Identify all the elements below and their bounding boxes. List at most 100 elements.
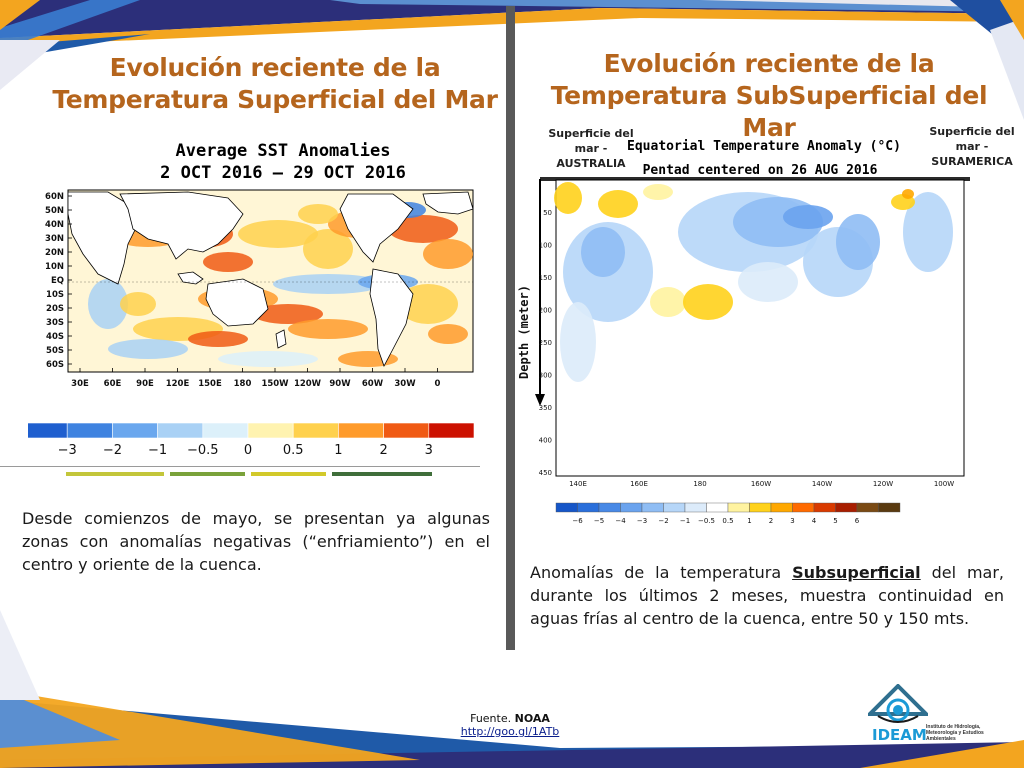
sst-y-tick-label: 10N (45, 262, 64, 272)
sub-chart-title: Equatorial Temperature Anomaly (°C) (627, 139, 901, 154)
sub-colorbar-swatch (641, 502, 664, 513)
sub-colorbar-swatch (577, 502, 600, 513)
ideam-logo-text: Instituto de Hidrología, Meteorología y … (926, 724, 984, 742)
sst-anomaly-patch (120, 292, 156, 316)
sst-colorbar-swatch (292, 422, 339, 439)
sub-x-tick-label: 160W (751, 480, 771, 488)
sub-colorbar-swatch (663, 502, 686, 513)
sub-x-ticks: 140E 160E 180 160W 140W 120W 100W (569, 480, 954, 488)
right-title: Evolución reciente de la Temperatura Sub… (528, 48, 1010, 144)
sst-anomaly-patch (253, 304, 323, 324)
right-title-line1: Evolución reciente de la (603, 49, 935, 78)
sub-x-tick-label: 140W (812, 480, 832, 488)
sub-colorbar-swatch (555, 502, 578, 513)
sub-x-tick-label: 140E (569, 480, 587, 488)
sst-anomaly-patch (298, 204, 338, 224)
sst-y-tick-label: 30S (46, 318, 64, 328)
sst-x-tick-label: 0 (435, 379, 441, 389)
sub-anomaly-patch (643, 184, 673, 200)
sub-colorbar-tick-label: 3 (790, 517, 794, 524)
accent-bar-4 (332, 472, 432, 476)
right-body-pre: Anomalías de la temperatura (530, 563, 793, 582)
ideam-logo-mark (868, 684, 928, 723)
sst-colorbar-tick-label: 0 (244, 443, 252, 458)
ideam-logo: IDEAM Instituto de Hidrología, Meteorolo… (868, 684, 988, 748)
footer-source: Fuente. NOAA http://goo.gl/1ATb (420, 712, 600, 738)
sst-anomaly-patch (238, 220, 318, 248)
sub-chart-subtitle: Pentad centered on 26 AUG 2016 (643, 163, 878, 178)
sst-y-tick-label: 40S (46, 332, 64, 342)
sub-anomaly-patch (902, 189, 914, 199)
sst-y-ticks: 60N 50N 40N 30N 20N 10N EQ 10S 20S 30S 40S 50S 60S (45, 192, 72, 370)
sst-anomaly-patch (188, 331, 248, 347)
sst-colorbar-swatch (428, 422, 475, 439)
sst-y-tick-label: 10S (46, 290, 64, 300)
left-body-text: Desde comienzos de mayo, se presentan ya… (22, 509, 490, 574)
sub-y-tick-label: 200 (539, 307, 552, 315)
sub-y-tick-label: 350 (539, 404, 552, 412)
sst-x-tick-label: 90W (329, 379, 351, 389)
sub-x-tick-label: 180 (693, 480, 706, 488)
sst-y-tick-label: 20N (45, 248, 64, 258)
sst-x-tick-label: 30E (71, 379, 89, 389)
sst-x-ticks: 30E 60E 90E 120E 150E 180 150W 120W 90W 60W 30W 0 (71, 368, 441, 389)
sst-anomaly-patch (88, 279, 128, 329)
sub-colorbar-tick-label: 0.5 (722, 517, 733, 524)
sst-y-tick-label: 60S (46, 360, 64, 370)
sst-x-tick-label: 150W (261, 379, 289, 389)
sub-colorbar-tick-label: −5 (594, 517, 604, 524)
sub-colorbar-swatch (770, 502, 793, 513)
right-body-text: Anomalías de la temperatura Subsuperfici… (530, 561, 1004, 630)
sst-colorbar-swatch (28, 422, 68, 439)
sub-anomaly-patch (738, 262, 798, 302)
left-title-line1: Evolución reciente de la (109, 53, 441, 82)
sub-colorbar-swatch (835, 502, 858, 513)
sub-y-tick-label: 450 (539, 469, 552, 477)
sub-colorbar-swatch (684, 502, 707, 513)
sub-colorbar-swatch (727, 502, 750, 513)
sst-colorbar-swatch (66, 422, 113, 439)
depth-axis-label: Depth (meter) (517, 285, 531, 379)
right-body-post: del mar, durante los últimos 2 meses, mu… (530, 563, 1004, 628)
sst-chart-title: Average SST Anomalies (176, 141, 391, 161)
sub-anomaly-patch (560, 302, 596, 382)
sst-colorbar (28, 422, 475, 439)
footer-link[interactable]: http://goo.gl/1ATb (460, 725, 560, 738)
sst-colorbar-swatch (202, 422, 249, 439)
continents (67, 191, 474, 367)
footer-source-label: Fuente. (470, 712, 512, 725)
sub-colorbar-tick-label: 6 (855, 517, 860, 524)
sub-colorbar-tick-label: 2 (769, 517, 773, 524)
sst-x-tick-label: 60W (362, 379, 384, 389)
sst-x-tick-label: 90E (136, 379, 154, 389)
sst-colorbar-swatch (383, 422, 430, 439)
sub-colorbar-swatch (792, 502, 815, 513)
sst-colorbar-labels: −3 −2 −1 −0.5 0 0.5 1 2 3 (58, 443, 433, 458)
accent-bar-2 (170, 472, 245, 476)
sub-colorbar-swatch (749, 502, 772, 513)
sub-colorbar-swatch (813, 502, 836, 513)
sst-anomaly-patch (203, 252, 253, 272)
sst-x-tick-label: 150E (198, 379, 222, 389)
left-title-line2: Temperatura Superficial del Mar (52, 85, 498, 114)
sst-anomaly-patch (388, 215, 458, 243)
sst-anomaly-patch (288, 319, 368, 339)
sst-anomaly-patch (218, 351, 318, 367)
sub-anomaly-patch (783, 205, 833, 229)
sst-colorbar-swatch (112, 422, 158, 439)
sst-y-tick-label: EQ (51, 276, 64, 286)
sub-colorbar (555, 502, 901, 513)
sub-anomaly-patch (650, 287, 686, 317)
sub-y-ticks: 50 100 150 200 250 300 350 400 450 (539, 209, 552, 477)
sst-colorbar-tick-label: −2 (103, 443, 122, 458)
sst-x-tick-label: 30W (394, 379, 416, 389)
sst-anomaly-patch (108, 339, 188, 359)
sub-anomaly-patch (683, 284, 733, 320)
sub-colorbar-tick-label: 5 (833, 517, 837, 524)
sub-x-tick-label: 120W (873, 480, 893, 488)
right-body-emphasis: Subsuperficial (792, 563, 921, 582)
sst-colorbar-tick-label: 3 (425, 443, 433, 458)
sst-anomaly-patch (423, 239, 473, 269)
accent-bar-3 (251, 472, 326, 476)
sub-colorbar-tick-label: 1 (747, 517, 751, 524)
